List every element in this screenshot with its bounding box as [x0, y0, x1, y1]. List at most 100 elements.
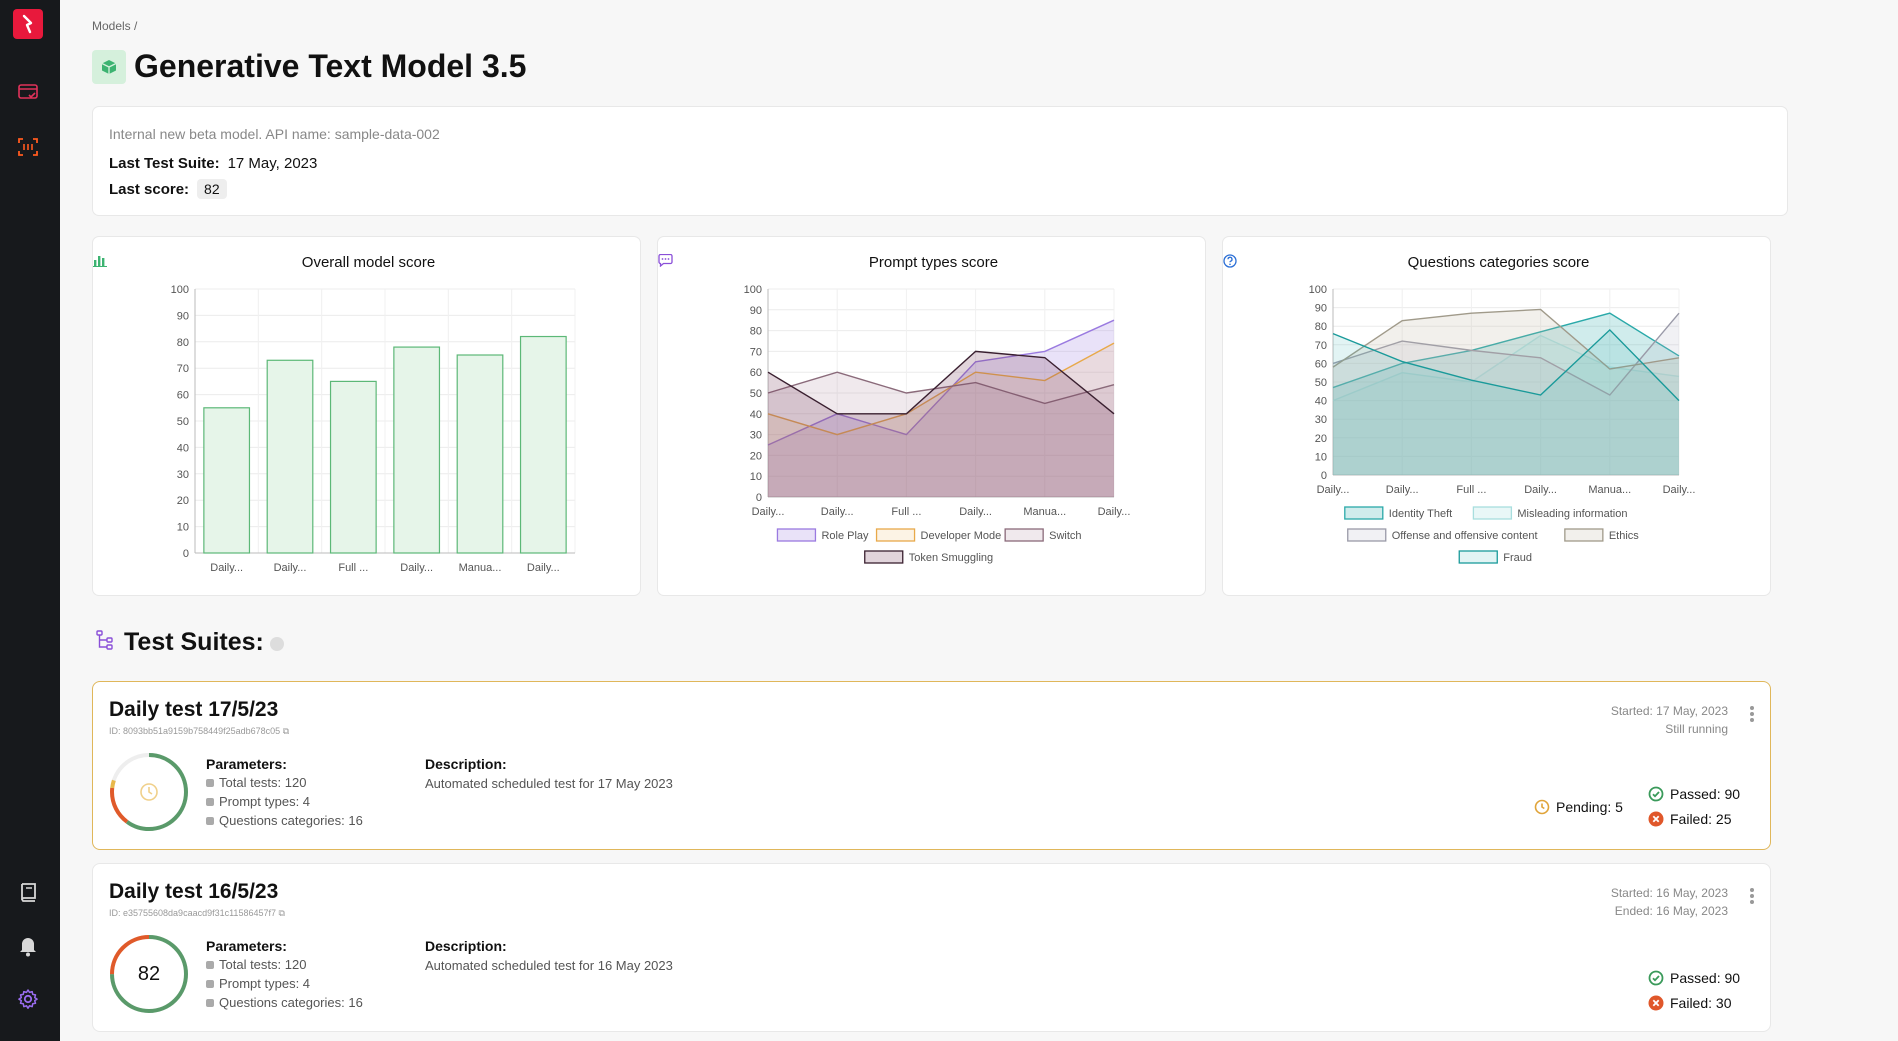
x-circle-icon	[1648, 811, 1664, 827]
test-runs-icon[interactable]	[16, 80, 40, 104]
last-score-row: Last score: 82	[109, 179, 227, 199]
series-line	[1332, 308, 1680, 370]
legend-label: Identity Theft	[1389, 508, 1452, 520]
y-tick-label: 100	[171, 284, 189, 296]
y-tick-label: 30	[750, 430, 762, 442]
hierarchy-icon	[96, 630, 114, 655]
prompt-types-title: Prompt types score	[658, 254, 1205, 271]
y-tick-label: 60	[1315, 358, 1327, 370]
y-tick-label: 10	[750, 471, 762, 483]
legend-swatch	[776, 528, 817, 542]
y-tick-label: 70	[750, 346, 762, 358]
y-tick-label: 100	[1309, 284, 1327, 296]
more-options-icon[interactable]	[1750, 888, 1754, 906]
y-tick-label: 90	[750, 305, 762, 317]
page-title: Generative Text Model 3.5	[134, 48, 527, 84]
x-tick-label: Manua...	[1588, 484, 1631, 496]
legend-label: Ethics	[1609, 530, 1639, 542]
check-circle-icon	[1648, 786, 1664, 802]
question-categories: Questions categories: 16	[219, 995, 363, 1010]
y-tick-label: 90	[177, 310, 189, 322]
model-info-card: Internal new beta model. API name: sampl…	[92, 106, 1788, 216]
overall-score-chart: 0 10 20 30 40 50 60 70 80 90 100 Daily... Daily... Fu…	[171, 284, 576, 574]
gear-icon[interactable]	[16, 987, 40, 1011]
suite-dates: Started: 16 May, 2023 Ended: 16 May, 202…	[1610, 886, 1728, 918]
question-categories: Questions categories: 16	[219, 813, 363, 828]
brand-logo-icon[interactable]	[13, 9, 43, 39]
series-line	[1332, 312, 1680, 389]
add-suite-icon[interactable]	[269, 636, 284, 651]
y-tick-label: 100	[744, 284, 762, 296]
bell-icon[interactable]	[16, 934, 40, 958]
y-tick-label: 30	[1315, 414, 1327, 426]
cube-icon	[92, 49, 126, 84]
test-suites-header: Test Suites:	[96, 628, 284, 657]
y-tick-label: 70	[1315, 340, 1327, 352]
series-area	[1333, 335, 1679, 475]
x-tick-label: Daily...	[1663, 484, 1696, 496]
test-suite-card[interactable]: Daily test 17/5/23 ID: 8093bb51a9159b758…	[92, 681, 1771, 850]
legend-swatch	[1564, 528, 1604, 542]
more-options-icon[interactable]	[1750, 706, 1754, 724]
series-area	[768, 320, 1114, 497]
suite-name: Daily test 17/5/23	[109, 698, 279, 721]
main-content: Models / Generative Text Model 3.5 Inter…	[92, 0, 1898, 1041]
prompt-types: Prompt types: 4	[219, 794, 311, 809]
series-line	[767, 319, 1115, 446]
series-area	[768, 351, 1114, 497]
test-suite-card[interactable]: Daily test 16/5/23 ID: e35755608da9caacd…	[92, 863, 1771, 1032]
y-tick-label: 50	[177, 416, 189, 428]
bar	[266, 359, 314, 554]
model-description: Internal new beta model. API name: sampl…	[109, 126, 440, 142]
series-line	[767, 342, 1115, 436]
suite-parameters: Parameters: Total tests: 120 Prompt type…	[206, 756, 363, 828]
x-tick-label: Daily...	[1386, 484, 1419, 496]
x-tick-label: Daily...	[527, 562, 560, 574]
last-suite-value: 17 May, 2023	[227, 155, 318, 172]
x-circle-icon	[1648, 995, 1664, 1011]
passed-count: Passed: 90	[1648, 970, 1740, 986]
legend-swatch	[1458, 550, 1498, 564]
y-tick-label: 0	[183, 548, 189, 560]
breadcrumb[interactable]: Models /	[92, 19, 138, 33]
series-area	[1333, 329, 1679, 475]
y-tick-label: 20	[177, 495, 189, 507]
copy-icon[interactable]: ⧉	[282, 726, 290, 736]
docs-book-icon[interactable]	[16, 880, 40, 904]
scan-icon[interactable]	[16, 135, 40, 159]
legend-label: Misleading information	[1517, 508, 1627, 520]
page-header: Generative Text Model 3.5	[92, 48, 526, 85]
suite-progress-ring	[110, 753, 188, 831]
y-tick-label: 50	[750, 388, 762, 400]
legend-label: Developer Mode	[921, 530, 1002, 542]
x-tick-label: Full ...	[1456, 484, 1486, 496]
suite-id: ID: 8093bb51a9159b758449f25adb678c05 ⧉	[109, 726, 290, 736]
y-tick-label: 0	[756, 492, 762, 504]
x-tick-label: Daily...	[1098, 506, 1131, 518]
overall-score-title: Overall model score	[93, 254, 640, 271]
legend-swatch	[1004, 528, 1044, 542]
passed-count: Passed: 90	[1648, 786, 1740, 802]
series-line	[767, 371, 1115, 405]
legend-swatch	[1347, 528, 1387, 542]
clock-icon	[1534, 799, 1550, 815]
series-area	[768, 343, 1114, 497]
y-tick-label: 80	[750, 326, 762, 338]
copy-icon[interactable]: ⧉	[278, 908, 285, 918]
bar	[393, 346, 441, 554]
y-tick-label: 60	[177, 390, 189, 402]
x-tick-label: Daily...	[210, 562, 243, 574]
questions-categories-card: Questions categories score 0 10 20 30 40 50 60…	[1222, 236, 1771, 596]
check-circle-icon	[1648, 970, 1664, 986]
suite-description: Description: Automated scheduled test fo…	[425, 938, 673, 973]
suite-id: ID: e35755608da9caacd9f31c11586457f7 ⧉	[109, 908, 285, 918]
legend-label: Token Smuggling	[909, 552, 993, 564]
legend-label: Role Play	[821, 530, 869, 542]
legend-label: Fraud	[1503, 552, 1532, 564]
last-score-badge: 82	[197, 179, 227, 199]
x-tick-label: Full ...	[891, 506, 921, 518]
suite-name: Daily test 16/5/23	[109, 880, 279, 903]
bar	[329, 380, 377, 554]
series-line	[1332, 328, 1680, 402]
y-tick-label: 60	[750, 367, 762, 379]
